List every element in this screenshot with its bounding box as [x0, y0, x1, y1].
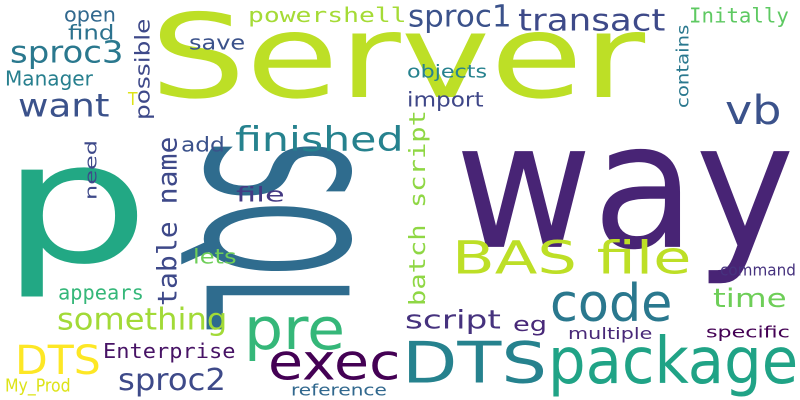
word-pre: pre: [244, 295, 346, 363]
word-eg: eg: [513, 312, 547, 336]
word-something: something: [57, 301, 228, 338]
word-table-name: table name: [151, 136, 184, 306]
word-import: import: [407, 88, 484, 113]
word-initally: Initally: [689, 4, 789, 29]
word-objects: objects: [407, 60, 488, 83]
word-exec: exec: [268, 333, 401, 393]
word-powershell: powershell: [248, 3, 407, 27]
word-enterprise: Enterprise: [103, 339, 236, 364]
word-sproc1: sproc1: [408, 0, 512, 35]
word-contains: contains: [672, 24, 694, 108]
word-specific: specific: [706, 323, 790, 343]
word-t: T: [128, 89, 138, 111]
word-appears: appears: [58, 281, 144, 306]
word-finished: finished: [235, 120, 404, 161]
word-sproc2: sproc2: [118, 363, 226, 399]
word-server: Server: [150, 0, 646, 126]
word-need: need: [82, 140, 102, 200]
word-reference: reference: [291, 381, 387, 400]
word-package: package: [548, 325, 799, 399]
word-save: save: [189, 31, 246, 56]
word-dts-yellow: DTS: [15, 336, 101, 384]
word-dts: DTS: [402, 329, 548, 397]
word-my-prod: My_Prod: [5, 374, 71, 397]
word-p: p: [0, 106, 151, 302]
word-vb: vb: [725, 86, 782, 134]
word-code: code: [550, 274, 673, 334]
word-way: way: [455, 85, 795, 289]
word-add: add: [181, 133, 225, 158]
word-time: time: [713, 284, 787, 314]
word-multiple: multiple: [568, 323, 653, 344]
word-transact: transact: [518, 2, 666, 39]
word-batch-script: batch script: [406, 110, 431, 306]
word-script: script: [405, 304, 501, 336]
word-open: open: [64, 3, 116, 28]
word-command: command: [720, 261, 796, 281]
word-find: find: [68, 21, 115, 46]
word-lets: lets: [193, 245, 237, 270]
word-manager: Manager: [5, 67, 93, 92]
word-sproc3: sproc3: [10, 34, 124, 71]
word-want: want: [18, 87, 110, 125]
word-file: file: [236, 183, 285, 208]
word-bas-file: BAS file: [452, 232, 692, 285]
